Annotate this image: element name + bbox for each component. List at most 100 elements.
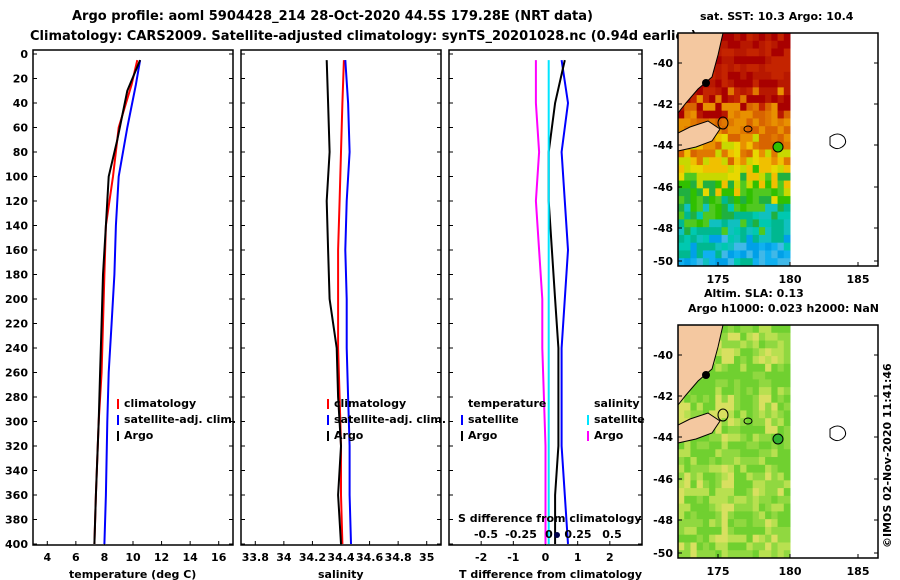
map-cell	[765, 250, 772, 259]
map-cell	[740, 64, 747, 73]
map-cell	[721, 519, 729, 528]
map-cell	[777, 464, 785, 474]
map-cell	[678, 211, 685, 220]
map-cell	[783, 126, 791, 135]
map-cell	[777, 165, 785, 174]
map-cell	[746, 340, 754, 349]
map-cell	[746, 211, 754, 220]
map-cell	[690, 180, 698, 189]
series-line-argo	[93, 59, 142, 545]
map-cell	[740, 394, 747, 404]
map-cell	[746, 526, 754, 536]
legend-label-sal-argo: Argo	[594, 429, 624, 442]
map-cell	[734, 219, 741, 228]
map-cell	[696, 234, 704, 244]
map-cell	[702, 511, 710, 520]
legend-title-temperature: temperature	[468, 397, 546, 410]
map-cell	[740, 180, 747, 189]
map-cell	[727, 488, 735, 497]
map-cell	[783, 356, 791, 365]
map-cell	[727, 102, 735, 112]
map-cell	[765, 227, 772, 236]
map-cell	[783, 371, 791, 380]
map-cell	[777, 211, 785, 220]
map-cell	[777, 227, 785, 236]
map-cell	[758, 102, 766, 112]
map-cell	[734, 519, 741, 528]
map-cell	[709, 402, 716, 411]
map-cell	[758, 211, 766, 220]
map-cell	[678, 203, 685, 213]
map-cell	[783, 348, 791, 357]
map-cell	[690, 227, 698, 236]
map-cell	[696, 550, 704, 559]
map-cell	[746, 356, 754, 365]
depth-tick-label: 0	[20, 48, 28, 61]
map-cell	[727, 464, 735, 474]
map-cell	[715, 425, 723, 435]
map-cell	[746, 33, 754, 42]
map-cell	[783, 48, 791, 57]
map-cell	[702, 196, 710, 205]
map-cell	[758, 534, 766, 543]
map-cell	[746, 441, 754, 450]
depth-tick-label: 140	[5, 220, 28, 233]
map-cell	[746, 325, 754, 334]
map-cell	[771, 526, 779, 536]
map-cell	[721, 371, 729, 380]
x-tick-label: 16	[211, 551, 227, 564]
map-cell	[771, 79, 779, 88]
map-cell	[727, 234, 735, 244]
depth-tick-label: 340	[5, 465, 28, 478]
map-cell	[740, 526, 747, 536]
map-cell	[758, 457, 766, 466]
map-cell	[758, 340, 766, 349]
map-cell	[771, 165, 779, 174]
map-cell	[752, 433, 760, 442]
island-marker	[702, 79, 710, 87]
map-cell	[740, 56, 747, 65]
map-cell	[709, 211, 716, 220]
map-cell	[702, 211, 710, 220]
map-cell	[740, 363, 747, 373]
map-cell	[734, 488, 741, 497]
map-cell	[783, 110, 791, 119]
map-cell	[752, 356, 760, 365]
map-cell	[721, 495, 729, 505]
map-cell	[777, 410, 785, 419]
map-cell	[765, 371, 772, 380]
map-cell	[709, 441, 716, 450]
map-cell	[715, 457, 723, 466]
map-cell	[709, 250, 716, 259]
map-cell	[696, 219, 704, 228]
map-cell	[721, 64, 729, 73]
map-cell	[715, 410, 723, 419]
map-cell	[783, 534, 791, 543]
map-cell	[709, 79, 716, 88]
map-cell	[771, 495, 779, 505]
map-cell	[715, 110, 723, 119]
map-cell	[746, 433, 754, 442]
map-cell	[690, 188, 698, 197]
map-cell	[702, 457, 710, 466]
map-cell	[727, 258, 735, 267]
map-cell	[783, 242, 791, 251]
map-cell	[734, 71, 741, 81]
map-cell	[740, 250, 747, 259]
map-cell	[709, 410, 716, 419]
map-cell	[709, 526, 716, 536]
map-cell	[765, 172, 772, 182]
map-cell	[715, 379, 723, 388]
map-cell	[702, 149, 710, 158]
map-cell	[715, 433, 723, 442]
map-cell	[771, 410, 779, 419]
lat-tick-label: -40	[653, 349, 673, 362]
map-cell	[678, 118, 685, 127]
map-cell	[765, 234, 772, 244]
map-cell	[678, 402, 685, 411]
series-line-temperature-argo	[547, 59, 566, 544]
map-cell	[752, 95, 760, 104]
map-cell	[758, 387, 766, 396]
map-cell	[783, 526, 791, 536]
map-cell	[771, 550, 779, 559]
